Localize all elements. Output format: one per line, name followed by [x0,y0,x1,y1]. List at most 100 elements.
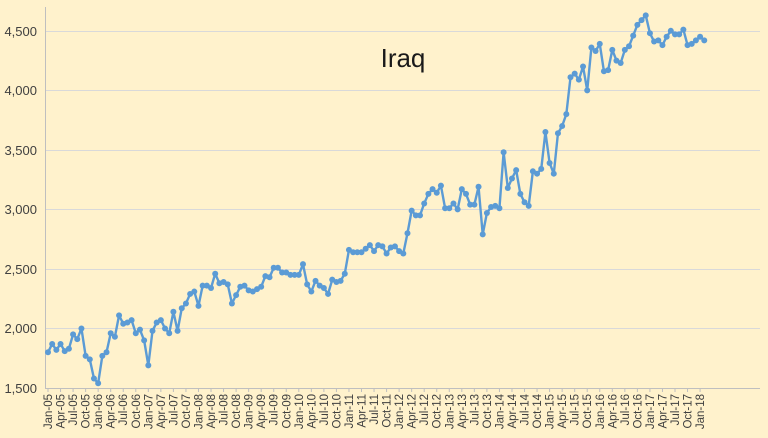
y-tick-label: 1,500 [4,381,37,396]
data-point [638,17,645,24]
data-point [128,317,135,324]
data-point [521,199,528,206]
x-tick-label: Oct-11 [382,394,394,428]
x-tick-label: Jul-11 [369,394,381,424]
x-tick-label: Jul-14 [520,393,532,425]
data-point [433,189,440,196]
x-tick-label: Jan-17 [645,394,657,429]
x-tick-label: Oct-10 [331,394,343,429]
x-tick-label: Jan-18 [695,394,707,429]
data-point [182,300,189,307]
x-tick-label: Oct-14 [532,393,544,428]
data-point [191,288,198,295]
x-tick-label: Jul-12 [419,394,431,425]
data-point [304,281,311,288]
data-point [312,277,319,284]
y-tick-label: 4,000 [4,83,37,98]
data-point [358,249,365,256]
data-point [195,302,202,309]
x-tick-label: Apr-12 [407,394,419,429]
data-point [672,31,678,38]
data-point [371,248,378,255]
data-point [274,264,281,271]
data-point [692,37,699,44]
data-point [45,349,51,356]
data-point [136,326,143,333]
chart-title: Iraq [381,43,426,73]
data-point [337,277,344,284]
data-point [149,327,156,334]
data-point [417,212,424,219]
data-point [57,340,64,347]
x-tick-label: Apr-14 [507,393,519,428]
data-point [78,325,85,332]
data-point [53,346,60,353]
data-point [408,207,415,214]
x-tick-label: Apr-05 [56,394,68,429]
x-tick-label: Apr-08 [206,394,218,429]
data-point [107,330,114,337]
data-point [116,312,123,319]
data-point [517,190,524,197]
data-point [458,186,465,193]
data-point [65,345,72,352]
data-point [145,362,152,369]
data-point [659,42,666,49]
data-point [291,271,298,278]
data-point [258,283,265,290]
x-tick-label: Apr-10 [306,394,318,429]
x-tick-label: Oct-05 [81,394,93,429]
x-tick-label: Apr-16 [607,394,619,429]
x-tick-label: Jul-06 [118,394,130,425]
data-point [412,212,419,219]
data-point [70,331,77,338]
data-point [212,270,219,277]
data-point [86,356,93,363]
data-point [174,327,181,334]
data-point [475,183,482,190]
data-point [596,40,603,47]
data-point [688,40,695,47]
x-tick-label: Jul-10 [319,394,331,425]
data-point [320,284,327,291]
data-point [701,37,708,44]
x-tick-label: Oct-15 [582,394,594,429]
data-point [630,32,637,39]
data-point [697,33,704,40]
x-tick-label: Apr-17 [657,394,669,429]
data-point [141,337,148,344]
y-tick-label: 2,000 [4,321,37,336]
data-point [479,231,486,238]
x-tick-label: Jan-10 [294,394,306,429]
data-point [391,243,398,250]
data-point [538,165,545,172]
data-point [483,209,490,216]
data-point [571,70,578,77]
x-tick-label: Jan-15 [545,394,557,429]
data-point [626,43,633,50]
data-point [111,333,118,340]
data-point [308,288,315,295]
x-tick-label: Apr-11 [357,394,369,428]
x-tick-label: Oct-09 [281,394,293,429]
x-tick-label: Jul-07 [168,394,180,425]
data-point [513,167,520,174]
x-tick-label: Oct-13 [482,394,494,429]
x-tick-label: Jan-16 [595,394,607,429]
data-point [667,27,674,34]
data-point [354,249,361,256]
data-point [366,242,373,249]
x-tick-label: Oct-08 [231,394,243,429]
x-tick-label: Jul-17 [670,394,682,425]
data-point [442,205,449,212]
x-axis-ticks: Jan-05 Apr-05 Jul-05 Oct-05 Jan-06 Apr-06 Jul-… [43,388,707,429]
data-point [287,271,294,278]
data-point [663,33,670,40]
data-point [279,269,286,276]
y-tick-label: 3,500 [4,143,37,158]
data-point [362,245,369,252]
data-point [508,175,515,182]
data-point [95,380,102,387]
data-point [224,281,231,288]
data-point [199,282,206,289]
